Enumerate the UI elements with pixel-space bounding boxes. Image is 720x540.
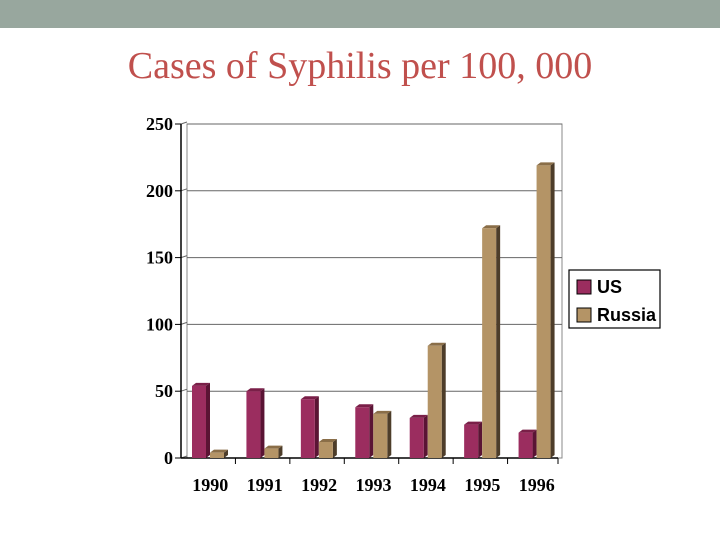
x-tick-label: 1991 (247, 475, 283, 495)
bar-front-face (300, 399, 315, 458)
bar-russia-1994 (427, 342, 446, 458)
bar-top-face (318, 438, 337, 442)
y-tick-depth (180, 255, 188, 259)
y-tick-depth (180, 121, 188, 125)
y-tick-label: 0 (164, 448, 173, 468)
bar-front-face (536, 165, 551, 458)
bar-front-face (192, 385, 206, 458)
bar-russia-1991 (264, 445, 283, 458)
y-tick-label: 100 (146, 314, 173, 334)
x-tick-label: 1995 (464, 475, 500, 495)
y-tick-label: 200 (146, 181, 173, 201)
slide-title: Cases of Syphilis per 100, 000 (127, 45, 593, 87)
y-tick-label: 250 (146, 114, 173, 134)
bar-top-face (210, 449, 228, 453)
bar-top-face (300, 396, 319, 400)
bar-top-face (464, 421, 483, 425)
bar-russia-1990 (210, 449, 228, 458)
bar-us-1991 (246, 388, 265, 458)
y-tick-label: 150 (146, 248, 173, 268)
y-tick-depth (180, 321, 188, 325)
bar-side-face (550, 162, 555, 458)
bar-side-face (314, 396, 319, 458)
bar-russia-1996 (536, 162, 555, 458)
bar-side-face (206, 382, 210, 458)
legend-swatch-us (576, 279, 592, 295)
legend-label-us: US (597, 277, 622, 297)
bar-front-face (355, 407, 370, 458)
bar-side-face (224, 449, 228, 458)
bar-side-face (332, 438, 337, 458)
bar-top-face (246, 388, 265, 392)
label-layer: 0 50 100 150 200 250 1990 1991 1992 1993 1994 1995 1… (146, 114, 555, 495)
bar-us-1995 (464, 421, 483, 458)
x-tick-label: 1993 (356, 475, 392, 495)
bar-top-face (355, 404, 374, 408)
bar-top-face (373, 410, 392, 414)
bar-front-face (409, 417, 424, 458)
bar-russia-1993 (373, 410, 392, 458)
plot-back-wall (186, 123, 563, 459)
bar-side-face (387, 410, 392, 458)
bar-side-face (496, 225, 501, 458)
bar-side-face (532, 429, 537, 458)
legend-swatch-russia (576, 307, 592, 323)
bar-top-face (536, 162, 555, 166)
bar-side-face (423, 414, 428, 458)
bar-us-1992 (300, 396, 319, 458)
bar-top-face (192, 382, 210, 386)
x-tick-label: 1996 (519, 475, 555, 495)
bar-front-face (518, 432, 533, 458)
x-tick-label: 1994 (410, 475, 446, 495)
chart-legend: US Russia (568, 269, 661, 329)
bar-us-1993 (355, 404, 374, 458)
grid-layer (186, 123, 563, 459)
bar-us-1990 (192, 382, 210, 458)
x-tick-label: 1990 (192, 475, 228, 495)
legend-label-russia: Russia (597, 305, 657, 325)
y-tick-depth (180, 388, 188, 392)
bar-front-face (210, 452, 224, 458)
bar-russia-1992 (318, 438, 337, 458)
bar-top-face (264, 445, 283, 449)
bar-side-face (478, 421, 483, 458)
y-tick-label: 50 (155, 381, 173, 401)
x-tick-label: 1992 (301, 475, 337, 495)
bar-russia-1995 (482, 225, 501, 458)
bar-layer (192, 162, 555, 458)
bar-front-face (464, 424, 479, 458)
bar-us-1994 (409, 414, 428, 458)
bar-side-face (441, 342, 446, 458)
y-tick-depth (180, 188, 188, 192)
top-band (0, 0, 720, 28)
bar-top-face (482, 225, 501, 229)
bar-side-face (260, 388, 265, 458)
bar-us-1996 (518, 429, 537, 458)
bar-front-face (318, 441, 333, 458)
bar-front-face (246, 391, 261, 458)
bar-top-face (427, 342, 446, 346)
bar-top-face (518, 429, 537, 433)
bar-side-face (278, 445, 283, 458)
bar-front-face (373, 413, 388, 458)
bar-side-face (369, 404, 374, 458)
bar-top-face (409, 414, 428, 418)
bar-front-face (264, 448, 279, 458)
bar-front-face (427, 345, 442, 458)
bar-front-face (482, 228, 497, 458)
